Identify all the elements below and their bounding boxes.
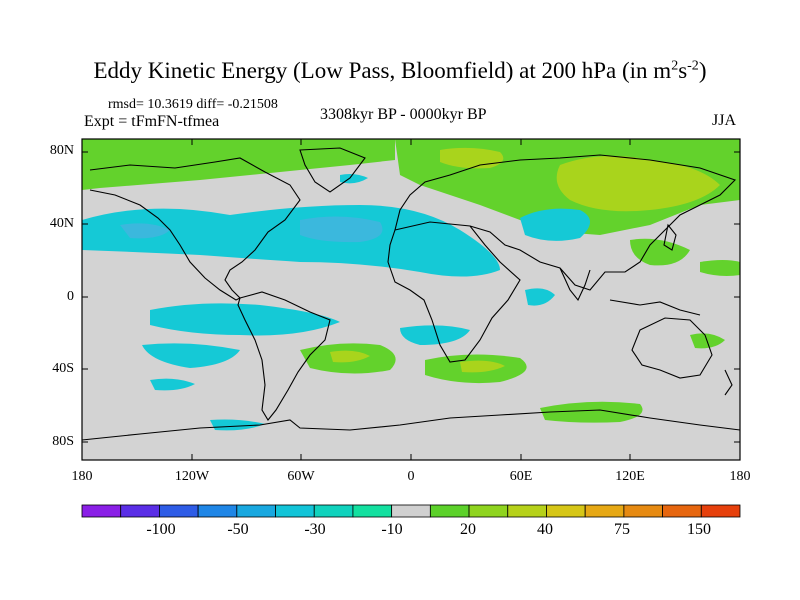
colorbar-box bbox=[313, 504, 354, 518]
field-arctic-green bbox=[82, 139, 395, 190]
coast-japan bbox=[663, 223, 677, 251]
colorbar-box bbox=[120, 504, 160, 518]
colorbar-label: -30 bbox=[304, 521, 326, 538]
colorbar-label: 75 bbox=[614, 521, 630, 538]
colorbar-box bbox=[429, 504, 470, 518]
lon-tick-180w: 180 bbox=[71, 469, 93, 484]
colorbar-box bbox=[700, 504, 741, 518]
field-satlantic-yellow bbox=[330, 350, 370, 363]
colorbar-label: 150 bbox=[687, 521, 711, 538]
lon-tick-60w: 60W bbox=[287, 469, 315, 484]
field-spacific-cyan2 bbox=[142, 343, 240, 368]
field-spacific-cyan3 bbox=[150, 378, 195, 391]
axis-ticks bbox=[82, 139, 740, 460]
colorbar-box bbox=[391, 504, 431, 518]
field-npacific-green2 bbox=[700, 260, 740, 276]
coastlines bbox=[81, 147, 741, 441]
lon-tick-180e: 180 bbox=[729, 469, 751, 484]
colorbar-box bbox=[546, 504, 586, 518]
colorbar-box bbox=[468, 504, 509, 518]
field-nasia-cyan bbox=[520, 208, 590, 241]
colorbar bbox=[81, 504, 741, 518]
colorbar-box bbox=[275, 504, 315, 518]
colorbar-label: -10 bbox=[381, 521, 403, 538]
colorbar-label: -50 bbox=[227, 521, 249, 538]
field-npacific-green bbox=[630, 238, 690, 266]
coast-new-zealand bbox=[724, 369, 733, 396]
field-npacific-cyan2 bbox=[120, 223, 170, 239]
colorbar-box bbox=[662, 504, 702, 518]
colorbar-box bbox=[159, 504, 199, 518]
period-label: 3308kyr BP - 0000kyr BP bbox=[320, 106, 487, 123]
coast-indonesia bbox=[609, 299, 701, 316]
colorbar-box bbox=[81, 504, 122, 518]
colorbar-box bbox=[584, 504, 625, 518]
colorbar-box bbox=[507, 504, 547, 518]
field-equator-cyan bbox=[525, 288, 555, 306]
coast-india bbox=[559, 267, 591, 302]
field-arctic-cyan bbox=[340, 174, 368, 184]
colorbar-box bbox=[197, 504, 238, 518]
colorbar-box bbox=[352, 504, 393, 518]
colorbar-label: 20 bbox=[460, 521, 476, 538]
coast-australia bbox=[631, 317, 713, 379]
coast-eurasia bbox=[394, 154, 737, 291]
lat-tick-0: 0 bbox=[67, 289, 74, 304]
season-label: JJA bbox=[712, 112, 737, 129]
coast-north-america bbox=[89, 157, 301, 301]
coast-antarctica bbox=[81, 409, 741, 441]
field-ssouth-cyan bbox=[210, 419, 265, 431]
colorbar-box bbox=[623, 504, 663, 518]
lat-tick-80n: 80N bbox=[49, 143, 74, 158]
colorbar-box bbox=[236, 504, 276, 518]
lon-tick-120w: 120W bbox=[174, 469, 210, 484]
lat-tick-40n: 40N bbox=[49, 216, 74, 231]
lat-tick-80s: 80S bbox=[52, 434, 74, 449]
colorbar-label: 40 bbox=[537, 521, 553, 538]
field-northatlantic-yellowgreen bbox=[440, 147, 504, 169]
field-npacific-cyan bbox=[82, 205, 500, 277]
lat-tick-40s: 40S bbox=[52, 361, 74, 376]
lon-tick-120e: 120E bbox=[615, 469, 645, 484]
lon-tick-0: 0 bbox=[407, 469, 415, 484]
coast-africa bbox=[387, 221, 521, 363]
coast-south-america bbox=[237, 291, 331, 421]
field-ssouth-green bbox=[540, 401, 643, 423]
coast-greenland bbox=[299, 147, 366, 193]
stats-text: rmsd= 10.3619 diff= -0.21508 bbox=[108, 97, 278, 112]
field-satlantic-cyan bbox=[400, 325, 470, 345]
lon-tick-60e: 60E bbox=[509, 469, 533, 484]
experiment-label: Expt = tFmFN-tfmea bbox=[84, 113, 220, 130]
field-sindian-yellow bbox=[460, 360, 505, 373]
colorbar-label: -100 bbox=[146, 521, 176, 538]
field-eurasia-yellowgreen bbox=[556, 156, 720, 212]
chart-title: Eddy Kinetic Energy (Low Pass, Bloomfiel… bbox=[93, 58, 707, 83]
anomaly-fields bbox=[82, 139, 740, 431]
field-natlantic-cyan2 bbox=[300, 216, 383, 243]
